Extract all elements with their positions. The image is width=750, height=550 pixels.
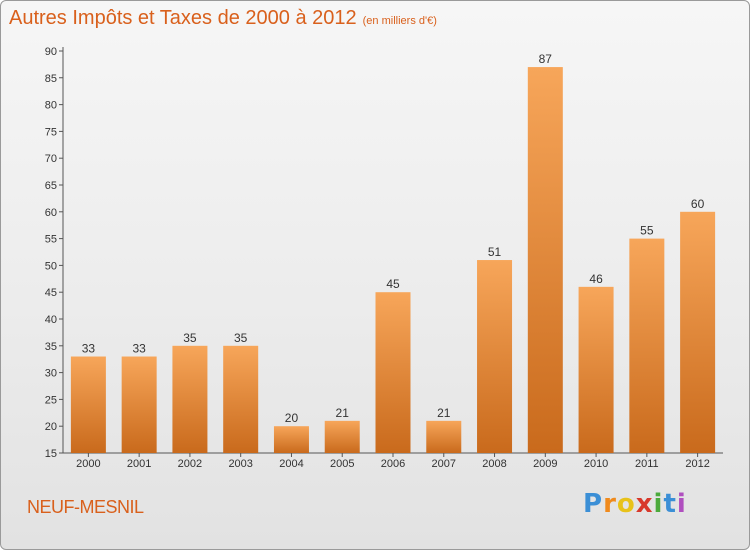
data-label: 35 [234, 331, 248, 345]
y-tick-label: 75 [45, 126, 57, 138]
chart-title-text: Autres Impôts et Taxes de 2000 à 2012 [9, 7, 357, 29]
logo-letter: i [653, 489, 664, 519]
data-label: 21 [437, 406, 451, 420]
bar-2008 [477, 260, 513, 453]
chart-title: Autres Impôts et Taxes de 2000 à 2012 (en… [9, 7, 437, 30]
data-label: 20 [285, 411, 299, 425]
bar-2000 [70, 356, 106, 453]
x-tick-label: 2007 [432, 458, 456, 470]
data-label: 45 [386, 277, 400, 291]
bar-2006 [375, 292, 411, 453]
logo-letter: t [663, 489, 677, 519]
chart-data-labels: 33 33 35 35 20 21 45 21 51 87 46 55 60 [82, 52, 705, 425]
data-label: 33 [82, 342, 96, 356]
y-tick-label: 45 [45, 287, 57, 299]
data-label: 46 [589, 272, 603, 286]
y-tick-label: 70 [45, 153, 57, 165]
x-tick-label: 2000 [76, 458, 100, 470]
logo-letter: i [676, 489, 687, 519]
y-tick-label: 60 [45, 207, 57, 219]
y-tick-label: 30 [45, 368, 57, 380]
x-tick-label: 2004 [279, 458, 303, 470]
y-tick-label: 15 [45, 448, 57, 460]
bar-2005 [324, 420, 360, 453]
x-tick-label: 2008 [482, 458, 506, 470]
bar-2010 [578, 286, 614, 453]
commune-name: NEUF-MESNIL [27, 497, 144, 517]
x-tick-label: 2003 [228, 458, 252, 470]
y-tick-label: 35 [45, 341, 57, 353]
bar-2009 [527, 67, 563, 453]
bar-2002 [172, 345, 208, 453]
chart-subtitle: (en milliers d'€) [362, 15, 437, 27]
bar-2003 [223, 345, 259, 453]
y-tick-label: 85 [45, 73, 57, 85]
bar-2012 [680, 211, 716, 453]
y-tick-label: 80 [45, 100, 57, 112]
x-tick-label: 2005 [330, 458, 354, 470]
y-tick-label: 55 [45, 234, 57, 246]
bar-2007 [426, 420, 462, 453]
x-tick-label: 2009 [533, 458, 557, 470]
y-tick-label: 65 [45, 180, 57, 192]
bar-2004 [273, 426, 309, 453]
logo-letter: r [603, 489, 617, 519]
x-tick-label: 2002 [178, 458, 202, 470]
data-label: 51 [488, 245, 502, 259]
y-tick-label: 20 [45, 421, 57, 433]
y-tick-label: 40 [45, 314, 57, 326]
data-label: 21 [336, 406, 350, 420]
logo-letter: P [583, 489, 604, 519]
y-tick-label: 90 [45, 46, 57, 58]
bar-2001 [121, 356, 157, 453]
chart-bars [70, 67, 716, 453]
x-tick-label: 2006 [381, 458, 405, 470]
y-tick-label: 50 [45, 260, 57, 272]
logo-letter: o [616, 489, 636, 519]
proxiti-logo: Proxiti [583, 489, 687, 519]
data-label: 33 [132, 342, 146, 356]
data-label: 87 [539, 52, 553, 66]
data-label: 35 [183, 331, 197, 345]
x-tick-label: 2012 [685, 458, 709, 470]
data-label: 55 [640, 224, 654, 238]
data-label: 60 [691, 197, 705, 211]
logo-letter: x [635, 489, 654, 519]
x-tick-label: 2011 [635, 458, 659, 470]
x-tick-label: 2010 [584, 458, 608, 470]
y-tick-label: 25 [45, 394, 57, 406]
x-tick-label: 2001 [127, 458, 151, 470]
bar-2011 [629, 238, 665, 453]
